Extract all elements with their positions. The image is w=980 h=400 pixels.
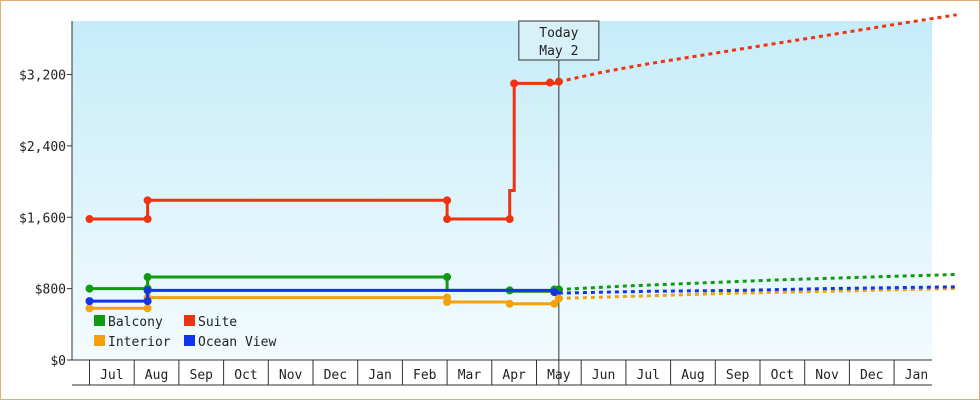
data-point-interior	[443, 298, 452, 307]
x-tick-label: Nov	[815, 368, 839, 383]
data-point-suite	[443, 215, 452, 224]
legend-swatch-balcony	[94, 315, 105, 326]
y-tick-label: $1,600	[19, 211, 66, 226]
legend-label-interior: Interior	[108, 335, 171, 350]
x-tick-label: Dec	[860, 368, 883, 383]
legend-swatch-interior	[94, 335, 105, 346]
data-point-suite	[85, 215, 94, 224]
today-label: Today	[539, 26, 578, 41]
x-tick-label: Nov	[279, 368, 303, 383]
x-tick-label: Oct	[771, 368, 794, 383]
data-point-suite	[505, 215, 514, 224]
data-point-ocean-view	[143, 297, 152, 306]
data-point-interior	[85, 304, 94, 313]
legend-swatch-suite	[184, 315, 195, 326]
data-point-suite	[443, 196, 452, 205]
data-point-suite	[143, 215, 152, 224]
forecast-line-balcony	[558, 272, 957, 291]
x-tick-label: Jan	[905, 368, 928, 383]
legend-swatch-ocean-view	[184, 335, 195, 346]
y-tick-label: $2,400	[19, 140, 66, 155]
data-point-ocean-view	[143, 286, 152, 295]
x-tick-label: Jul	[100, 368, 123, 383]
data-point-interior	[554, 294, 563, 303]
x-tick-label: Mar	[458, 368, 482, 383]
data-point-interior	[505, 299, 514, 308]
x-tick-label: Jul	[637, 368, 660, 383]
y-tick-label: $0	[50, 354, 66, 369]
x-tick-label: Jan	[368, 368, 391, 383]
x-tick-label: Jun	[592, 368, 615, 383]
data-point-interior	[143, 304, 152, 313]
x-tick-label: Aug	[681, 368, 704, 383]
today-box	[518, 20, 600, 61]
data-point-suite	[554, 77, 563, 86]
data-point-ocean-view	[85, 297, 94, 306]
legend-label-balcony: Balcony	[108, 315, 163, 330]
x-tick-label: Feb	[413, 368, 437, 383]
x-tick-label: Aug	[145, 368, 168, 383]
data-point-balcony	[143, 273, 152, 282]
data-point-suite	[545, 78, 554, 87]
x-tick-label: Sep	[190, 368, 214, 383]
x-tick-label: Oct	[234, 368, 257, 383]
legend-label-ocean-view: Ocean View	[198, 335, 276, 350]
data-point-balcony	[85, 284, 94, 293]
data-point-balcony	[443, 273, 452, 282]
forecast-line-ocean-view	[558, 285, 957, 295]
plot-area	[72, 21, 932, 360]
x-tick-label: Sep	[726, 368, 750, 383]
data-point-ocean-view	[550, 288, 559, 297]
data-point-suite	[143, 196, 152, 205]
today-date: May 2	[539, 44, 578, 59]
data-point-interior	[550, 299, 559, 308]
x-tick-label: Apr	[502, 368, 526, 383]
y-tick-label: $800	[35, 283, 66, 298]
x-tick-label: Dec	[324, 368, 347, 383]
data-point-suite	[510, 79, 519, 88]
forecast-line-interior	[558, 287, 957, 300]
legend-label-suite: Suite	[198, 315, 237, 330]
y-tick-label: $3,200	[19, 69, 66, 84]
